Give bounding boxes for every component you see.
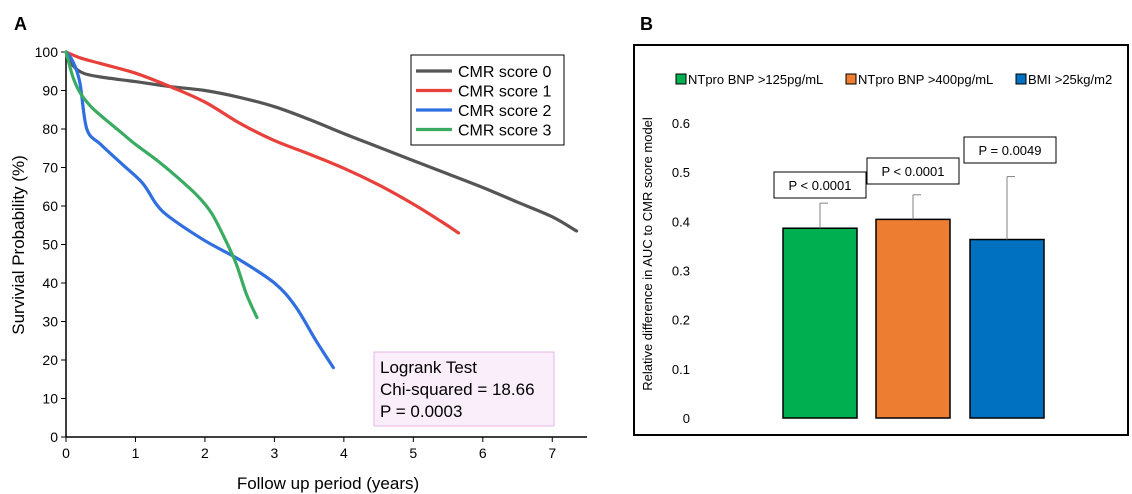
panel-a-x-tick-label: 7	[548, 445, 556, 461]
panel-b-label: B	[640, 14, 653, 34]
panel-b-y-tick-label: 0.4	[672, 214, 690, 229]
panel-b-y-tick-label: 0.3	[672, 264, 690, 279]
panel-a-y-tick-label: 20	[42, 352, 58, 368]
series-line-cmr-score-1	[64, 50, 461, 235]
panel-b-y-tick-label: 0.2	[672, 313, 690, 328]
panel-b-plot-area: 0 0.1 0.2 0.3 0.4 0.5 0.6 P < 0.0001 P < 0.0001 P…	[672, 116, 1057, 426]
panel-a-y-tick-label: 90	[42, 83, 58, 99]
p-value-label-1: P < 0.0001	[788, 178, 851, 193]
panel-a-x-tick-label: 3	[271, 445, 279, 461]
panel-a-y-tick-label: 70	[42, 160, 58, 176]
logrank-annotation-box	[373, 351, 555, 427]
panel-b-y-tick-label: 0	[683, 411, 690, 426]
p-value-box-2	[866, 157, 960, 185]
panel-b-y-axis-label: Relative difference in AUC to CMR score …	[640, 117, 655, 391]
bar-ntpro-bnp-125pg-ml	[782, 227, 858, 419]
panel-a-y-tick-label: 50	[42, 237, 58, 253]
panel-b-bar-chart: B NTpro BNP >125pg/mL NTpro BNP >400pg/mL…	[633, 14, 1129, 436]
panel-a-x-tick-label: 2	[201, 445, 209, 461]
legend-label-cmr-score-1: CMR score 1	[458, 84, 551, 101]
panel-a-label: A	[14, 14, 27, 34]
p-value-box-3	[963, 136, 1057, 164]
panel-a-y-tick-label: 10	[42, 391, 58, 407]
bar-bmi-25kg-m2	[969, 238, 1045, 419]
panel-a-y-axis-label: Survivial Probability (%)	[9, 155, 28, 335]
panel-a-x-tick-label: 1	[132, 445, 140, 461]
panel-b-y-tick-label: 0.1	[672, 362, 690, 377]
panel-a-kaplan-meier-chart: A 0 10 20 30 40 50 60 70 80 90 100 0 1 2 3 4 5 6 7 Follow …	[9, 14, 587, 493]
panel-b-y-tick-label: 0.6	[672, 116, 690, 131]
panel-a-y-tick-label: 0	[50, 429, 58, 445]
p-value-label-2: P < 0.0001	[881, 164, 944, 179]
panel-a-x-tick-label: 6	[479, 445, 487, 461]
panel-a-x-tick-label: 4	[340, 445, 348, 461]
panel-a-legend: CMR score 0 CMR score 1 CMR score 2 CMR sco…	[410, 54, 565, 146]
logrank-p-value: P = 0.0003	[380, 402, 462, 421]
legend-swatch-ntpro-bnp-400pg-ml	[845, 73, 857, 85]
panel-a-x-tick-label: 0	[62, 445, 70, 461]
legend-label-cmr-score-2: CMR score 2	[458, 103, 551, 120]
logrank-title: Logrank Test	[380, 358, 477, 377]
panel-a-y-tick-label: 100	[35, 44, 59, 60]
panel-b-legend: NTpro BNP >125pg/mL NTpro BNP >400pg/mL BM…	[675, 72, 1112, 87]
panel-a-y-tick-label: 80	[42, 121, 58, 137]
p-value-box-1	[773, 171, 867, 199]
legend-swatch-bmi-25kg-m2	[1015, 73, 1027, 85]
panel-a-y-tick-label: 40	[42, 275, 58, 291]
legend-label-bmi-25kg-m2: BMI >25kg/m2	[1028, 72, 1112, 87]
panel-a-x-tick-label: 5	[409, 445, 417, 461]
logrank-chi-squared: Chi-squared = 18.66	[380, 380, 535, 399]
series-line-cmr-score-0	[64, 50, 579, 233]
panel-a-x-axis-label: Follow up period (years)	[237, 474, 419, 493]
p-value-label-3: P = 0.0049	[978, 143, 1041, 158]
legend-label-cmr-score-3: CMR score 3	[458, 123, 551, 140]
legend-label-ntpro-bnp-125pg-ml: NTpro BNP >125pg/mL	[688, 72, 823, 87]
series-line-cmr-score-3	[64, 50, 259, 320]
panel-a-plot-area: 0 10 20 30 40 50 60 70 80 90 100 0 1 2 3 4 5 6 7	[35, 44, 587, 461]
legend-label-ntpro-bnp-400pg-ml: NTpro BNP >400pg/mL	[858, 72, 993, 87]
logrank-annotation: Logrank Test Chi-squared = 18.66 P = 0.0…	[373, 351, 555, 427]
legend-label-cmr-score-0: CMR score 0	[458, 64, 551, 81]
legend-swatch-ntpro-bnp-125pg-ml	[675, 73, 687, 85]
bar-ntpro-bnp-400pg-ml	[875, 218, 951, 419]
panel-a-y-tick-label: 30	[42, 314, 58, 330]
panel-b-y-tick-label: 0.5	[672, 165, 690, 180]
panel-a-y-tick-label: 60	[42, 198, 58, 214]
